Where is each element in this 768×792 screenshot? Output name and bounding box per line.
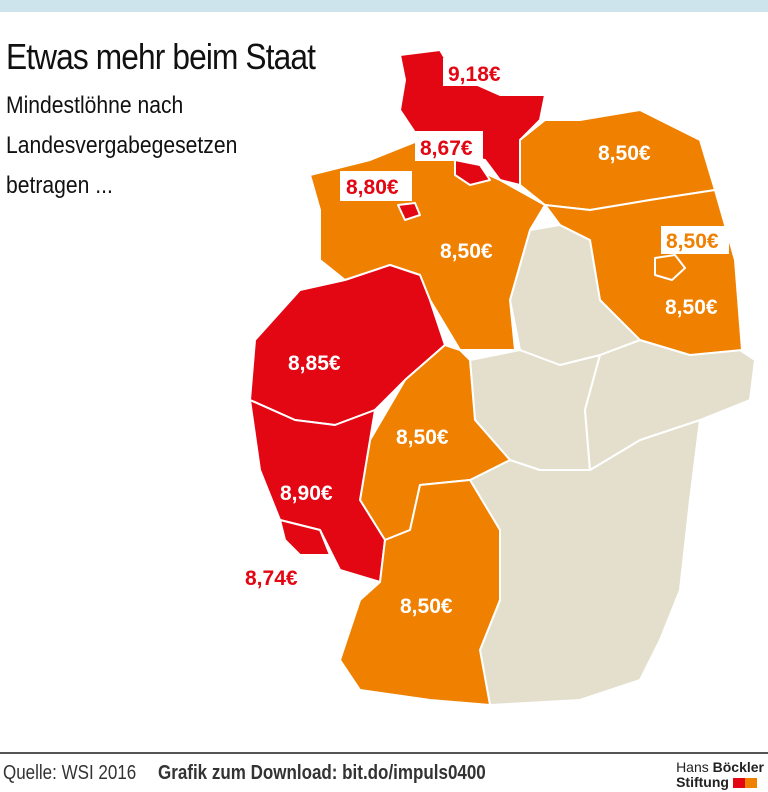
label-rheinland-pfalz: 8,90€ xyxy=(280,482,333,505)
logo-text: Hans xyxy=(676,759,709,775)
label-hamburg: 8,67€ xyxy=(420,137,473,160)
source-text: Quelle: WSI 2016 xyxy=(3,762,137,784)
label-hessen: 8,50€ xyxy=(396,426,449,449)
logo-text: Stiftung xyxy=(676,774,729,790)
top-bar xyxy=(0,0,768,12)
logo-orange-square xyxy=(744,778,757,789)
logo-red-square xyxy=(732,778,745,789)
subtitle-line: betragen ... xyxy=(6,172,113,199)
label-baden-wuerttemberg: 8,50€ xyxy=(400,595,453,618)
state-berlin xyxy=(654,254,686,281)
hans-boeckler-logo: Hans Böckler Stiftung xyxy=(676,760,764,790)
label-nordrhein-westfalen: 8,85€ xyxy=(288,352,341,375)
state-bremen xyxy=(397,202,421,221)
label-niedersachsen: 8,50€ xyxy=(440,240,493,263)
subtitle-line: Landesvergabegesetzen xyxy=(6,132,238,159)
download-link[interactable]: Grafik zum Download: bit.do/impuls0400 xyxy=(158,762,486,784)
label-saarland: 8,74€ xyxy=(245,567,298,590)
state-saarland xyxy=(279,519,331,556)
state-baden-wuerttemberg xyxy=(339,479,501,706)
page-title: Etwas mehr beim Staat xyxy=(6,36,316,77)
label-schleswig-holstein: 9,18€ xyxy=(448,63,501,86)
state-hamburg xyxy=(454,159,491,186)
label-mecklenburg-vorpommern: 8,50€ xyxy=(598,142,651,165)
logo-text: Böckler xyxy=(712,759,764,775)
subtitle-line: Mindestlöhne nach xyxy=(6,92,184,119)
label-bremen: 8,80€ xyxy=(346,176,399,199)
label-berlin: 8,50€ xyxy=(666,230,719,253)
footer-divider xyxy=(0,752,768,754)
label-brandenburg: 8,50€ xyxy=(665,296,718,319)
